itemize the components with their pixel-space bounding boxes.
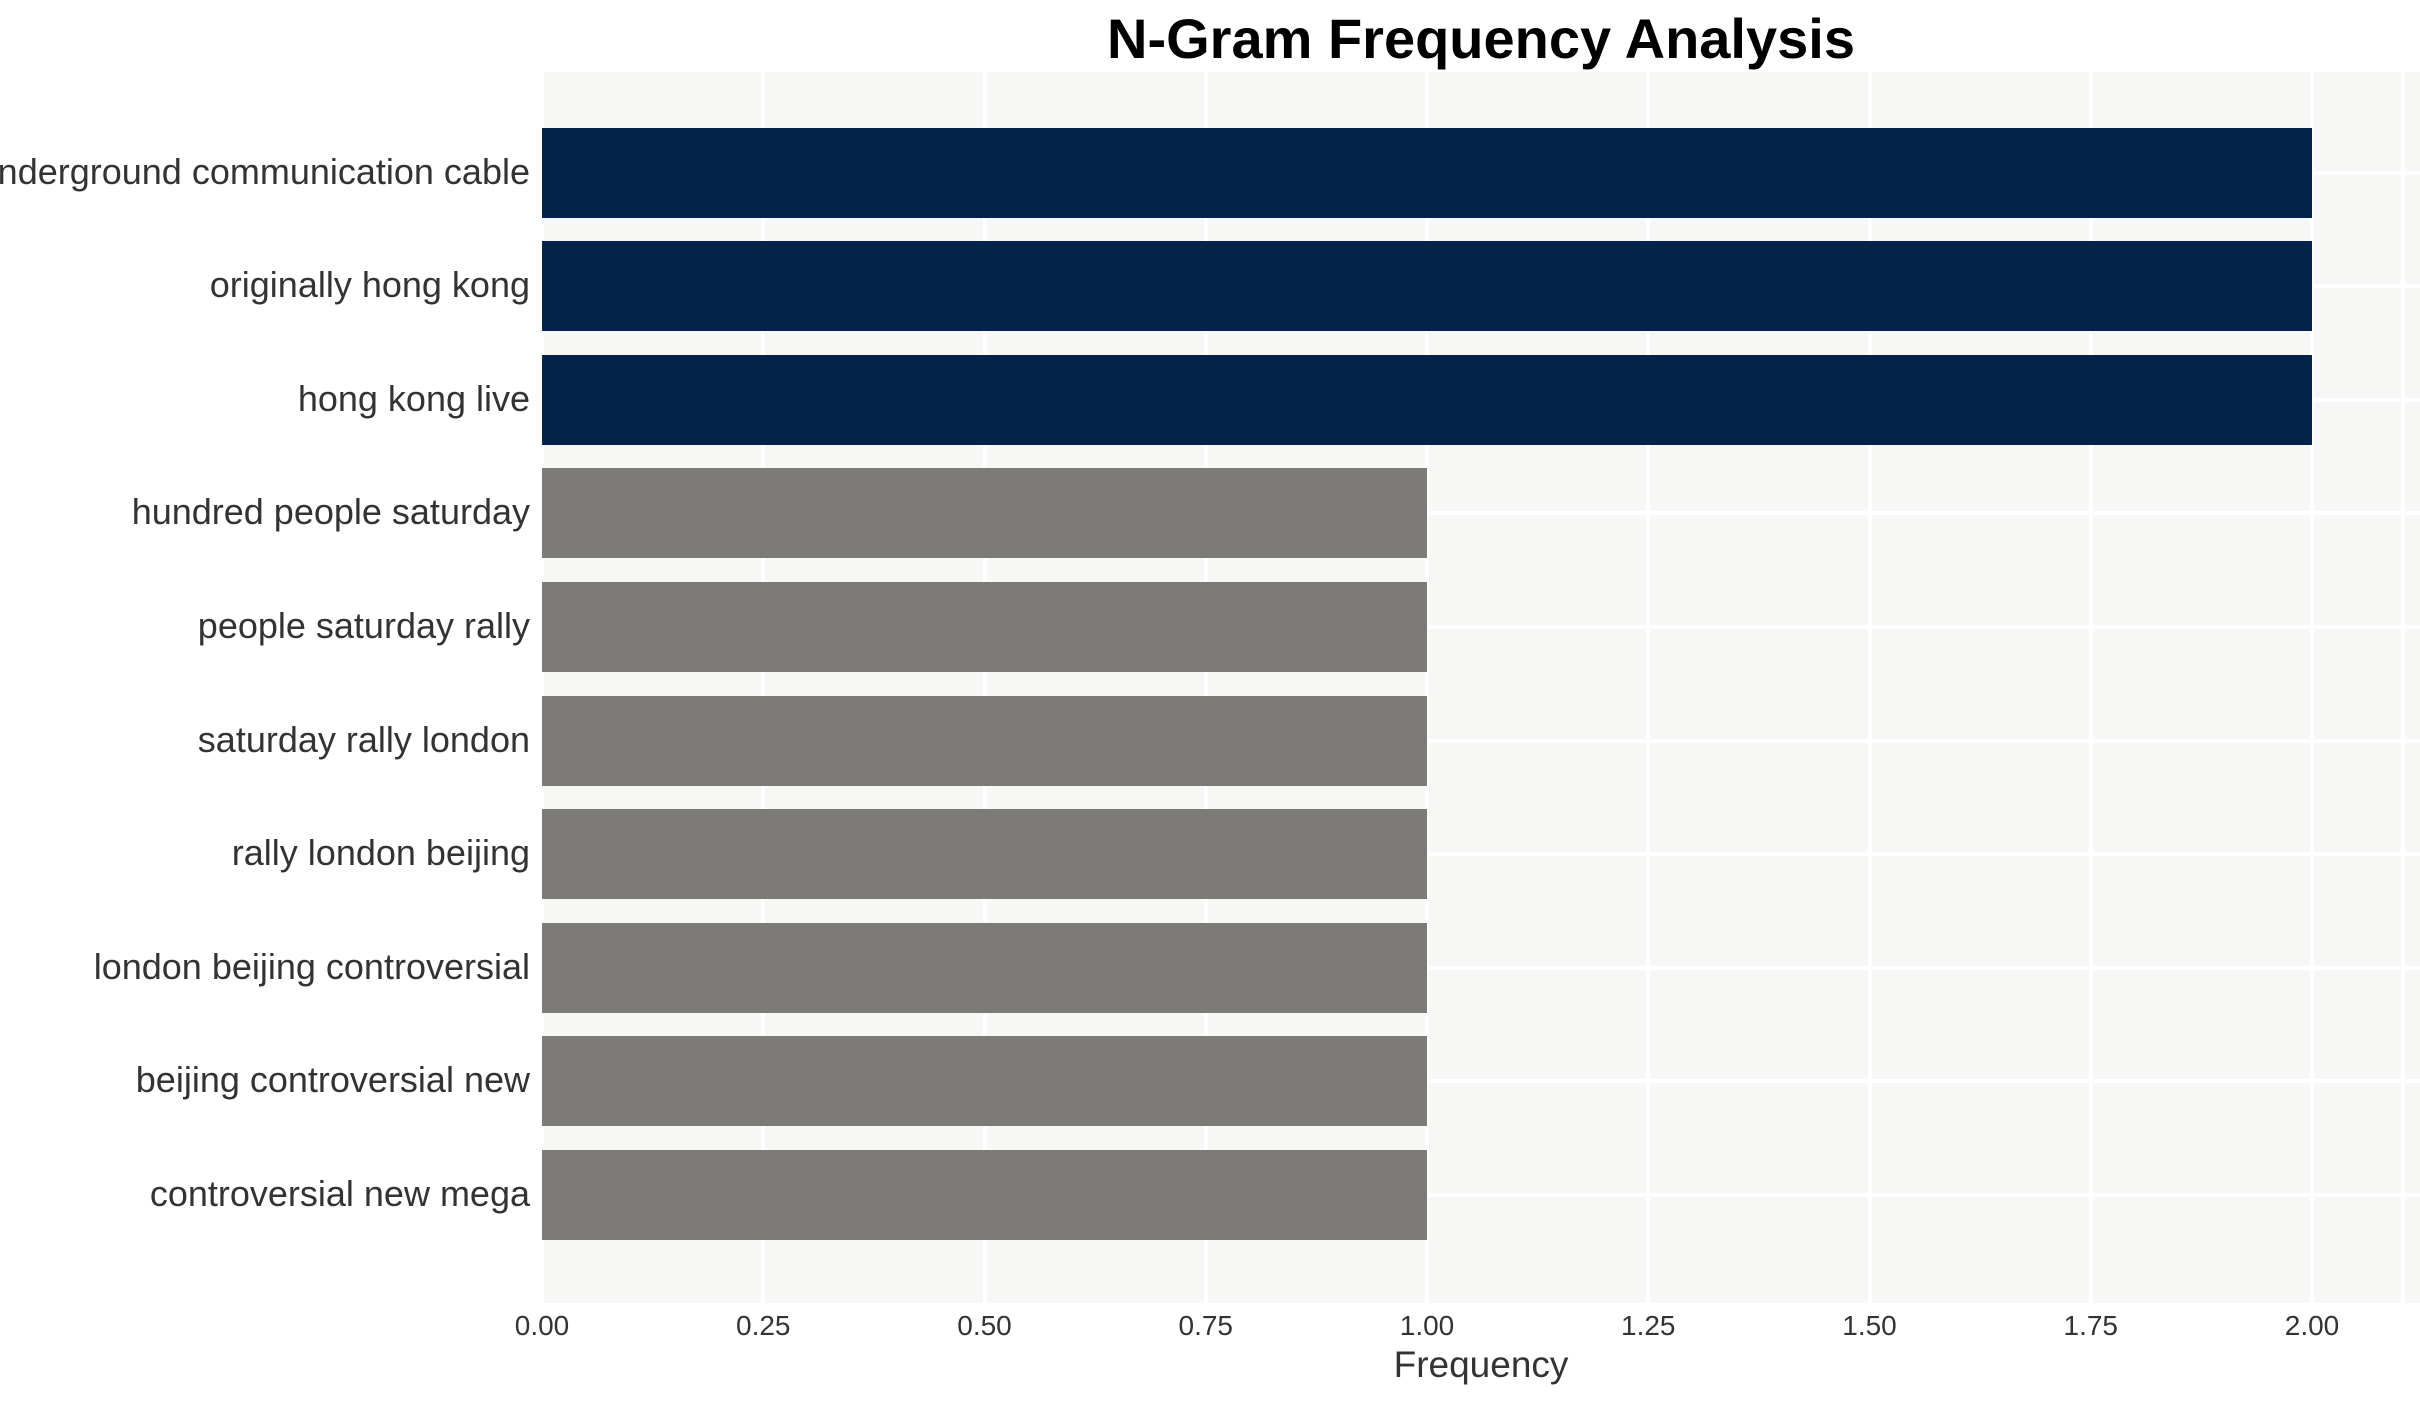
y-axis-category-label: controversial new mega [149, 1173, 530, 1215]
bar [542, 922, 1427, 1013]
bar [542, 354, 2312, 445]
x-tick-label: 2.00 [2284, 1310, 2340, 1341]
vertical-gridline [1867, 72, 1872, 1303]
y-axis-category-label: london beijing controversial [93, 945, 530, 987]
y-axis-category-label: people saturday rally [197, 605, 530, 647]
x-tick-label: 0.50 [957, 1310, 1012, 1341]
x-tick-label: 0.00 [514, 1310, 570, 1341]
chart-title: N-Gram Frequency Analysis [1107, 7, 1855, 70]
vertical-gridline [1203, 72, 1208, 1303]
y-axis-category-label: hong kong live [297, 377, 530, 419]
x-tick-label: 1.75 [2063, 1310, 2119, 1341]
x-tick-label: 1.50 [1842, 1310, 1897, 1341]
horizontal-gridline [542, 1192, 2420, 1197]
y-axis-category-label: rally london beijing [231, 832, 530, 874]
bar [542, 809, 1427, 900]
vertical-gridline [1646, 72, 1651, 1303]
horizontal-gridline [542, 965, 2420, 970]
horizontal-gridline [542, 738, 2420, 743]
bar [542, 241, 2312, 332]
x-tick-label: 1.25 [1621, 1310, 1676, 1341]
vertical-gridline [761, 72, 766, 1303]
vertical-gridline [540, 72, 544, 1303]
vertical-gridline [2401, 72, 2406, 1303]
plot-area [540, 72, 2420, 1303]
horizontal-gridline [542, 1079, 2420, 1084]
y-axis-category-label: saturday rally london [197, 718, 530, 760]
bar [542, 1036, 1427, 1127]
bar [542, 695, 1427, 786]
horizontal-gridline [542, 511, 2420, 516]
y-axis-category-label: hundred people saturday [131, 491, 530, 533]
y-axis-category-label: underground communication cable [0, 150, 530, 192]
x-axis-label: Frequency [1393, 1344, 1569, 1385]
bar [542, 1149, 1427, 1240]
vertical-gridline [982, 72, 987, 1303]
x-tick-label: 0.25 [736, 1310, 791, 1341]
bar [542, 468, 1427, 559]
horizontal-gridline [542, 624, 2420, 629]
y-axis-category-label: beijing controversial new [135, 1059, 530, 1101]
vertical-gridline [2088, 72, 2093, 1303]
x-tick-label: 1.00 [1399, 1310, 1455, 1341]
horizontal-gridline [542, 852, 2420, 857]
bar [542, 127, 2312, 218]
y-axis-category-label: originally hong kong [209, 264, 530, 306]
x-tick-label: 0.75 [1178, 1310, 1234, 1341]
vertical-gridline [1425, 72, 1429, 1303]
vertical-gridline [2310, 72, 2314, 1303]
bar [542, 581, 1427, 672]
